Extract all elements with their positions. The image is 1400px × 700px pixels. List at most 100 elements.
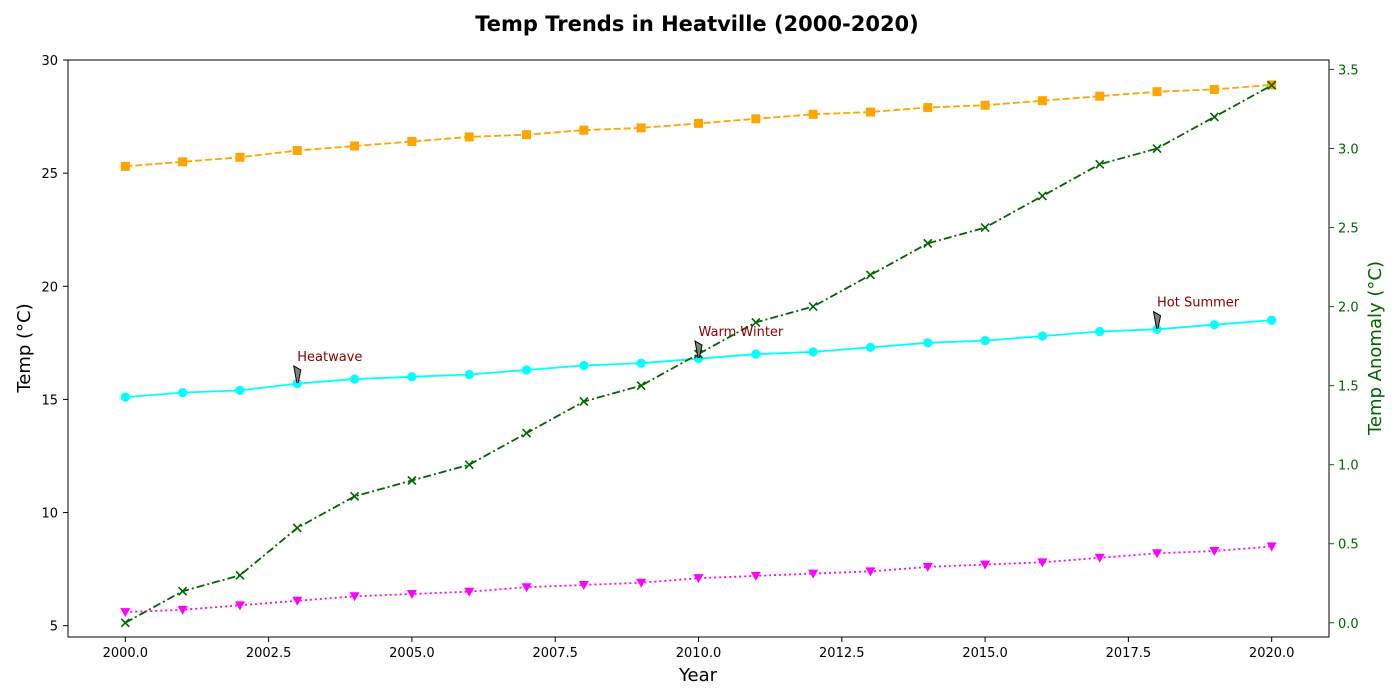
x-tick-label: 2020.0 (1249, 646, 1295, 661)
data-point (407, 475, 417, 486)
data-point (579, 360, 589, 371)
series-line (124, 84, 1273, 624)
data-point (1209, 320, 1219, 330)
data-point (292, 523, 302, 533)
data-point (750, 571, 761, 581)
y2-tick-label: 1.5 (1338, 380, 1359, 395)
series-0 (120, 80, 1277, 171)
data-point (636, 123, 646, 133)
data-point (1037, 96, 1047, 106)
data-point (234, 601, 245, 611)
data-point (808, 302, 818, 312)
annotation: Warm Winter (694, 325, 784, 359)
data-point (922, 562, 933, 572)
y2-tick-label: 3.0 (1338, 143, 1359, 158)
data-point (865, 270, 876, 280)
data-point (178, 157, 188, 167)
y-tick-label: 30 (41, 54, 58, 69)
data-point (1267, 315, 1277, 325)
annotation: Heatwave (293, 350, 362, 384)
data-point (350, 141, 360, 151)
annotation-label: Warm Winter (699, 325, 784, 340)
annotation-label: Hot Summer (1157, 296, 1240, 311)
data-point (694, 118, 703, 128)
data-point (464, 132, 474, 142)
data-point (1095, 326, 1105, 337)
series-layer (120, 80, 1277, 628)
annotation-label: Heatwave (297, 350, 362, 365)
data-point (865, 342, 876, 352)
chart-title: Temp Trends in Heatville (2000-2020) (475, 12, 919, 36)
data-point (1267, 80, 1277, 90)
data-point (1209, 547, 1220, 557)
data-point (751, 317, 761, 327)
data-point (464, 369, 474, 380)
data-point (808, 109, 818, 119)
data-point (578, 580, 589, 590)
data-point (1152, 324, 1162, 334)
y-axis-left: 5 10 15 20 25 30 (41, 54, 68, 635)
data-point (464, 587, 475, 597)
data-point (636, 381, 646, 391)
x-tick-label: 2010.0 (676, 646, 722, 661)
series-3 (120, 80, 1277, 628)
annotation: Hot Summer (1152, 296, 1240, 329)
data-point (1095, 159, 1105, 169)
data-point (923, 338, 933, 348)
x-tick-label: 2015.0 (962, 646, 1008, 661)
data-point (178, 586, 188, 596)
annotation-arrow (694, 340, 703, 359)
data-point (980, 560, 991, 570)
data-point (1037, 331, 1048, 341)
y2-tick-label: 0.5 (1338, 538, 1359, 553)
annotation-arrow (293, 364, 302, 384)
y2-tick-label: 2.5 (1338, 222, 1359, 237)
data-point (1095, 91, 1105, 101)
data-point (292, 378, 302, 389)
data-point (521, 365, 532, 375)
y2-axis-label: Temp Anomaly (°C) (1365, 261, 1386, 436)
data-point (693, 574, 704, 584)
data-point (521, 583, 532, 593)
data-point (406, 590, 417, 600)
data-point (1152, 143, 1162, 154)
data-point (579, 396, 589, 407)
series-2 (120, 542, 1277, 618)
data-point (1209, 112, 1219, 122)
y-axis-label: Temp (°C) (14, 303, 35, 393)
y2-tick-label: 2.0 (1338, 301, 1359, 316)
data-point (1037, 558, 1048, 568)
data-point (349, 374, 360, 384)
data-point (808, 569, 819, 579)
data-point (751, 349, 761, 359)
y2-tick-label: 1.0 (1338, 459, 1359, 474)
y2-tick-label: 0.0 (1338, 617, 1359, 632)
data-point (980, 335, 990, 346)
data-point (1266, 542, 1277, 552)
data-point (636, 358, 646, 368)
data-point (349, 592, 360, 602)
data-point (865, 567, 876, 577)
annotation-arrow (1152, 310, 1162, 329)
data-point (120, 392, 130, 402)
data-point (865, 107, 875, 117)
data-point (178, 388, 188, 398)
data-point (235, 570, 245, 580)
x-axis: 2000.0 2002.5 2005.0 2007.5 2010.0 2012.5 2015… (103, 637, 1295, 661)
data-point (1152, 549, 1163, 559)
annotation-layer: Heatwave Warm Winter Hot Summer (293, 296, 1240, 384)
data-point (292, 146, 302, 156)
data-point (808, 347, 818, 357)
data-point (751, 114, 761, 124)
data-point (350, 491, 360, 501)
data-point (292, 596, 303, 606)
data-point (923, 238, 933, 248)
x-tick-label: 2012.5 (819, 646, 865, 661)
data-point (464, 460, 474, 470)
data-point (1037, 191, 1047, 201)
y2-tick-label: 3.5 (1338, 63, 1359, 78)
y-tick-label: 25 (41, 167, 58, 182)
y-tick-label: 15 (41, 393, 58, 408)
x-tick-label: 2002.5 (246, 646, 292, 661)
